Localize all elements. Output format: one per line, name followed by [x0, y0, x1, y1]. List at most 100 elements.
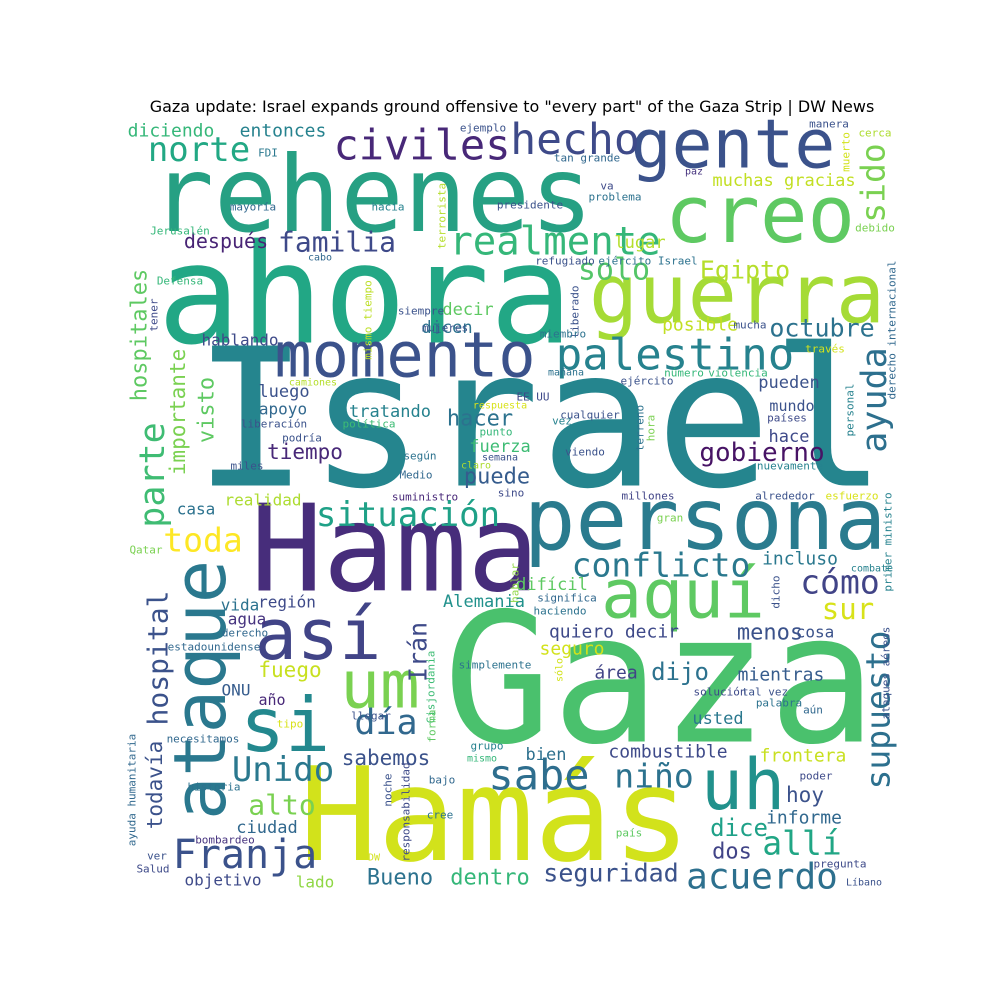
- word: aquí: [601, 556, 765, 635]
- word: ahora: [157, 215, 572, 376]
- word: diciendo: [128, 121, 215, 142]
- word: toda: [163, 521, 242, 560]
- word: acuerdo: [686, 857, 838, 898]
- word: mujeres: [422, 322, 468, 335]
- word: gente: [631, 106, 836, 185]
- word: cree: [427, 809, 454, 822]
- word: ejército: [621, 375, 674, 388]
- word: nuevamente: [757, 460, 823, 473]
- word: alrededor: [755, 490, 815, 503]
- word: sabemos: [342, 746, 431, 770]
- word: sido: [854, 143, 893, 222]
- word: vida: [221, 596, 260, 615]
- word: difícil: [516, 575, 588, 595]
- word: uh: [701, 744, 785, 826]
- word: hablando: [201, 331, 278, 350]
- word: dentro: [450, 866, 529, 891]
- word: esfuerzo: [826, 490, 879, 503]
- word: derecho: [222, 627, 268, 640]
- word: hecho: [510, 115, 639, 165]
- word: combustible: [608, 742, 727, 763]
- word: vez: [552, 415, 572, 428]
- word: suministro: [392, 491, 458, 504]
- word: primer ministro: [882, 492, 895, 591]
- word: mismo: [467, 754, 497, 765]
- word: bombardeo: [195, 834, 255, 847]
- word: terreno: [634, 405, 647, 451]
- word: um: [340, 647, 419, 724]
- word: combate: [851, 564, 893, 575]
- word: ataques aéreos: [880, 627, 893, 720]
- word: mucha: [733, 319, 766, 332]
- word: fuerza: [469, 437, 530, 457]
- word: terrorista: [436, 183, 449, 249]
- word: hablar: [509, 563, 522, 603]
- word: respuesta: [473, 401, 527, 412]
- word: camiones: [289, 378, 337, 389]
- word: visto: [195, 377, 220, 443]
- word: guerra: [589, 248, 885, 343]
- word: hora: [645, 415, 658, 442]
- word: solución: [694, 686, 747, 699]
- word: lado: [296, 873, 335, 892]
- word: miembro: [540, 328, 586, 341]
- word: región: [258, 593, 316, 612]
- word: FDI: [258, 147, 278, 160]
- word: apoyo: [259, 400, 307, 419]
- word: cualquier: [560, 409, 620, 422]
- word: gran: [657, 512, 684, 525]
- word: países: [767, 412, 807, 425]
- word: persona: [524, 470, 886, 570]
- word: violencia: [708, 367, 768, 380]
- word: Irán: [404, 622, 433, 682]
- word: Egipto: [700, 256, 790, 285]
- word: haciendo: [534, 605, 587, 618]
- word: puede: [464, 465, 530, 490]
- word: Gaza: [443, 576, 876, 785]
- word: Franja: [173, 832, 318, 878]
- word: semana: [482, 453, 518, 464]
- word: muerto: [840, 132, 853, 172]
- word: ataque: [158, 560, 242, 820]
- word: parte: [133, 422, 173, 527]
- word: tipo: [277, 718, 304, 731]
- word: alto: [248, 789, 315, 822]
- word: fuego: [258, 658, 321, 682]
- word: entonces: [240, 121, 327, 142]
- word: norte: [148, 130, 250, 170]
- word: pregunta: [814, 858, 867, 871]
- word: tan grande: [554, 152, 620, 165]
- word: tiempo: [267, 440, 343, 464]
- word: hacia: [371, 201, 404, 214]
- word: hoy: [786, 783, 824, 807]
- word: responsabilidad: [400, 762, 413, 861]
- word: número: [664, 367, 704, 380]
- word: sino: [498, 487, 525, 500]
- word: sólo: [554, 658, 566, 682]
- word: ayuda humanitaria: [126, 734, 139, 847]
- word: ejército Israel: [598, 255, 697, 268]
- word: noche: [382, 773, 395, 806]
- word: hace: [769, 427, 810, 447]
- word: va: [600, 180, 613, 193]
- word: miles: [230, 460, 263, 473]
- word: familia: [278, 226, 396, 259]
- word: luego: [258, 382, 309, 402]
- word: simplemente: [459, 659, 532, 672]
- word: Medio: [399, 469, 432, 482]
- word: país: [616, 827, 643, 840]
- word: dicho: [770, 575, 783, 608]
- word: pueden: [758, 373, 819, 393]
- word: cómo: [800, 563, 879, 602]
- word: supuesto: [859, 631, 898, 790]
- word: realidad: [224, 491, 301, 510]
- word: ver: [147, 850, 167, 863]
- word: situación: [316, 495, 500, 535]
- word: paz: [685, 167, 703, 178]
- chart-title: Gaza update: Israel expands ground offen…: [150, 97, 875, 116]
- word: cerca: [858, 127, 891, 140]
- word: creo: [665, 169, 855, 261]
